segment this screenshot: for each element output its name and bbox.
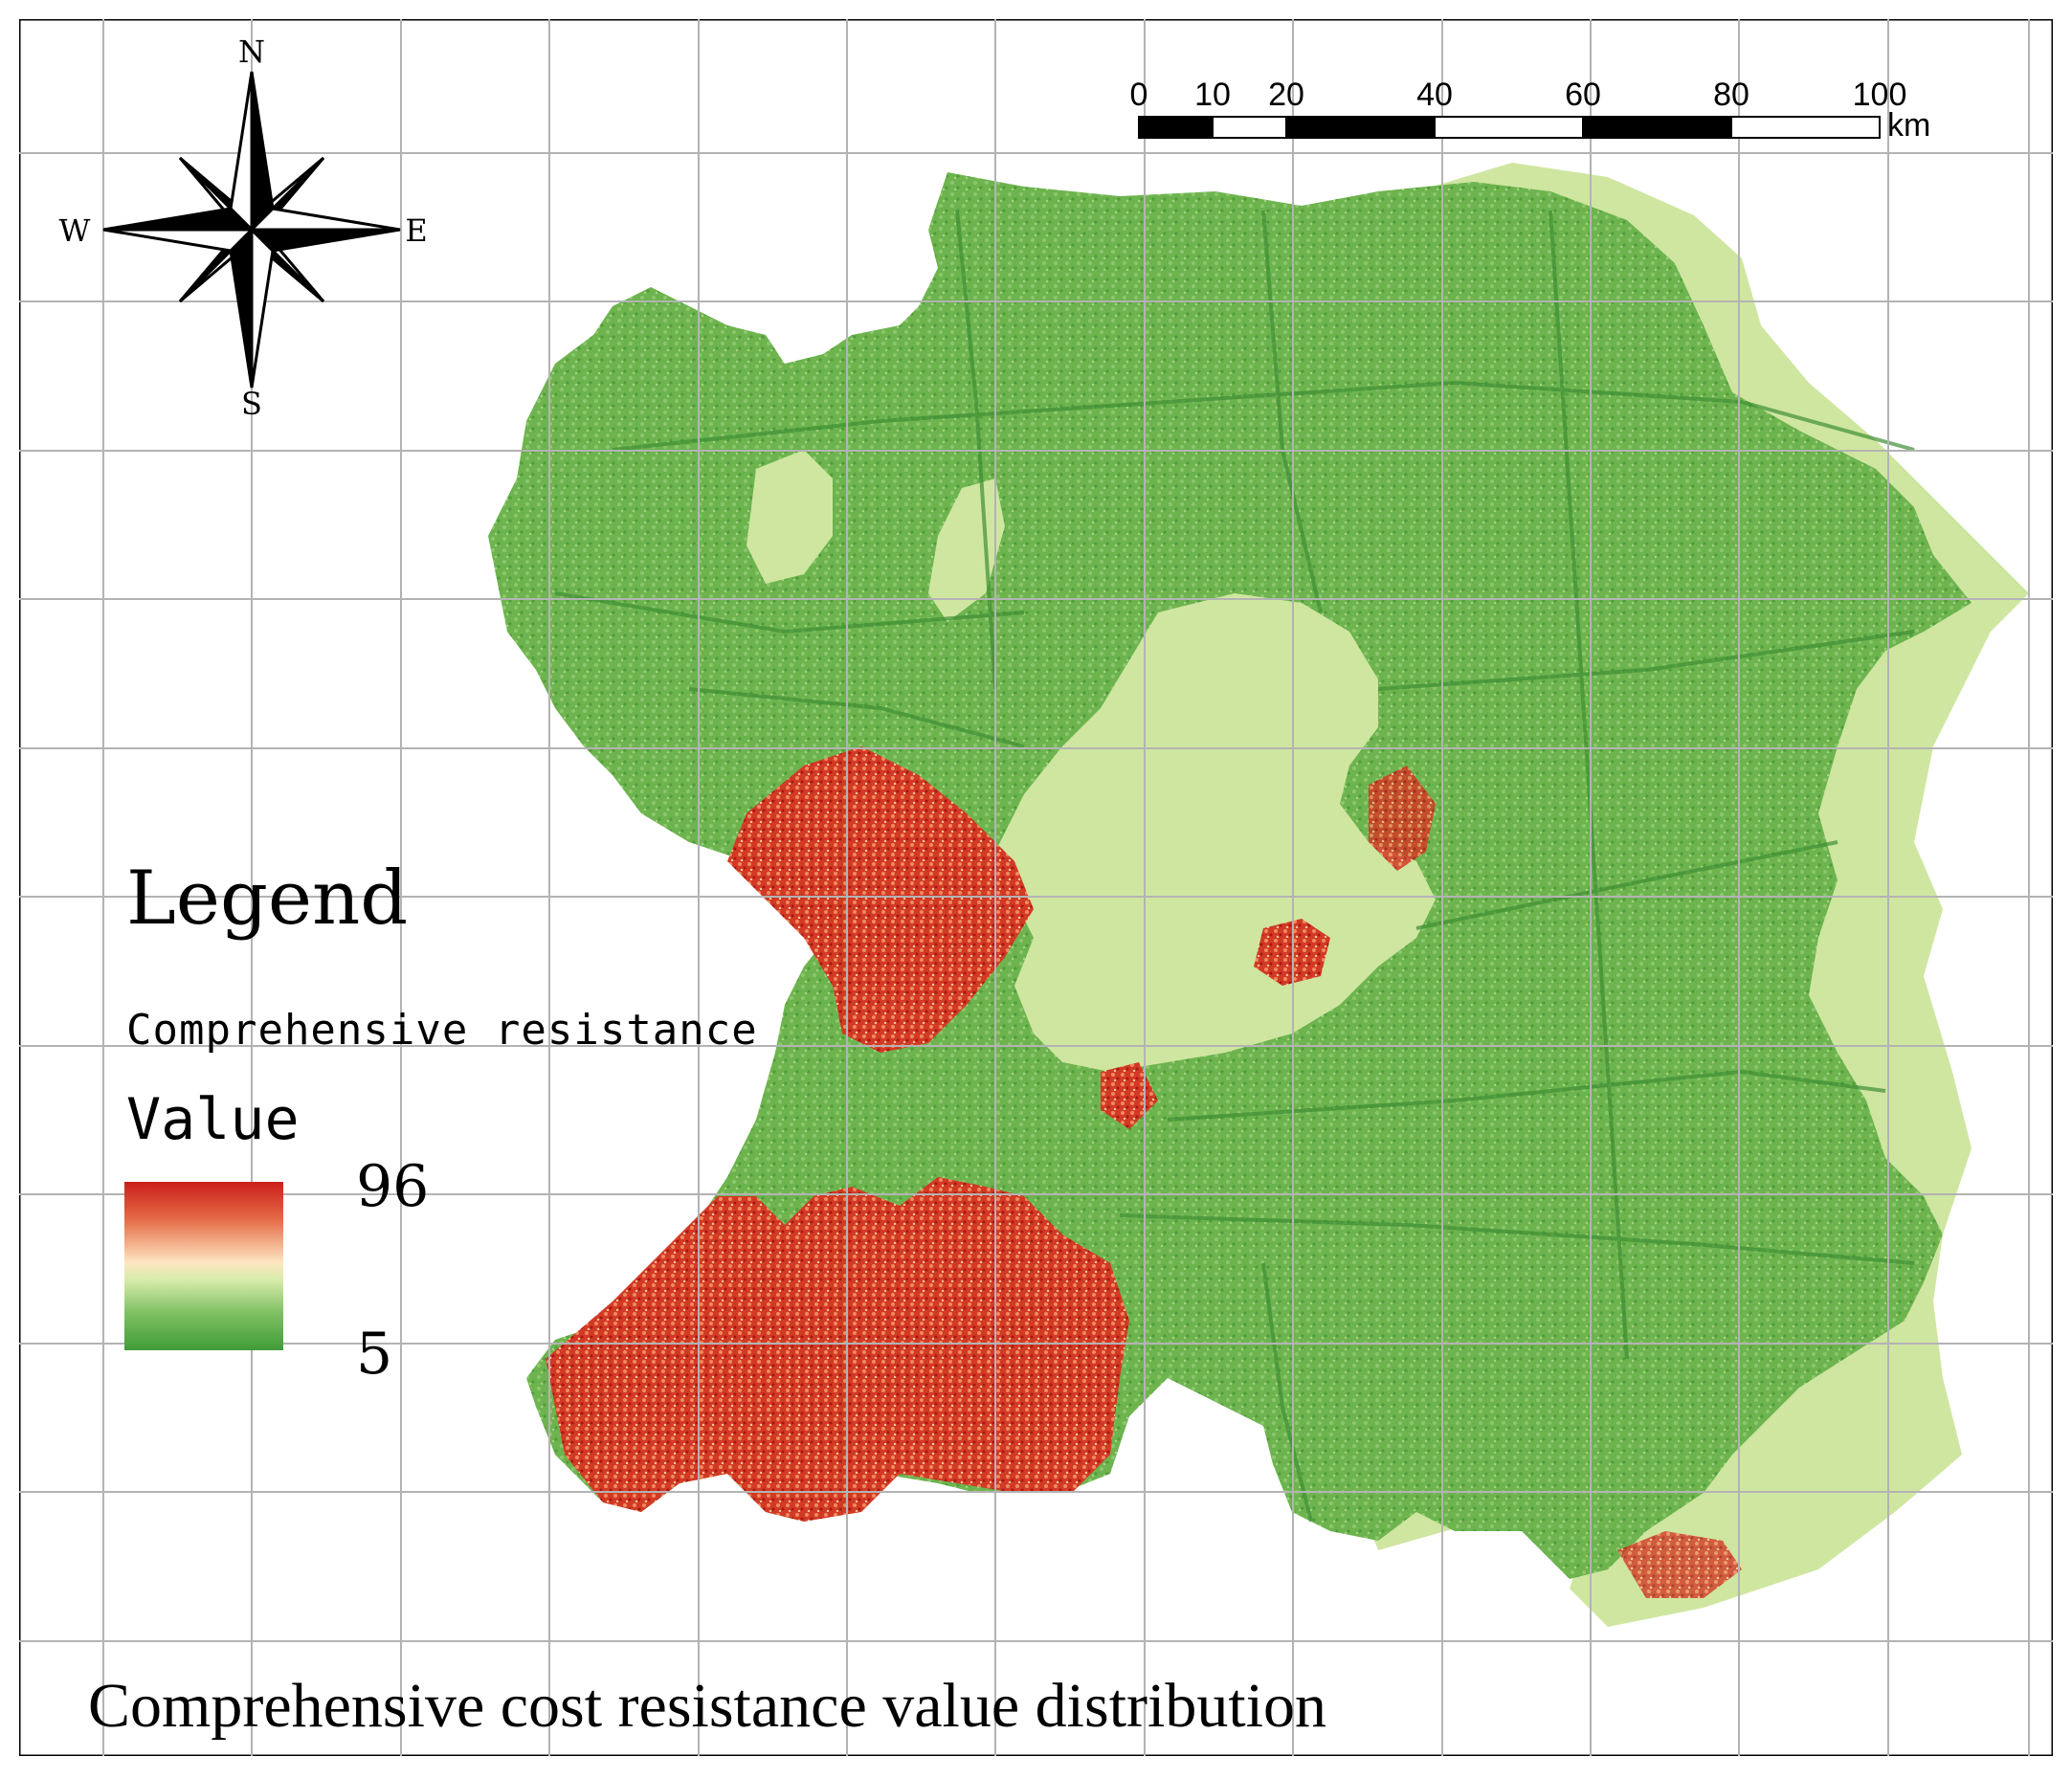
compass-north-label: N — [238, 33, 265, 70]
map-grid — [19, 19, 2053, 1756]
title-band — [21, 1643, 2051, 1754]
road-network — [554, 210, 1915, 1523]
small-lake-west — [746, 450, 833, 584]
scale-bar: 0 10 20 40 60 80 100 km — [1130, 77, 1931, 144]
scale-unit: km — [1887, 107, 1930, 144]
map-title: Comprehensive cost resistance value dist… — [88, 1671, 1327, 1741]
compass-west-label: W — [59, 212, 91, 249]
scale-tick-0: 0 — [1130, 77, 1148, 113]
legend-title: Legend — [126, 856, 409, 942]
legend-color-ramp — [124, 1182, 283, 1350]
compass-rose-icon — [102, 71, 401, 389]
legend-field-name: Value — [126, 1086, 300, 1153]
scale-tick-40: 40 — [1416, 77, 1453, 113]
legend-max-label: 96 — [356, 1153, 430, 1220]
legend-layer-name: Comprehensive resistance — [126, 1006, 758, 1055]
scale-tick-10: 10 — [1194, 77, 1231, 113]
compass-east-label: E — [405, 212, 427, 249]
scale-tick-60: 60 — [1565, 77, 1601, 113]
compass-south-label: S — [241, 386, 262, 422]
high-resistance-hills-west — [727, 746, 1034, 1053]
high-resistance-hills-southwest — [546, 1177, 1129, 1522]
scale-tick-20: 20 — [1268, 77, 1304, 113]
resistance-raster — [488, 163, 2029, 1627]
small-lake-north — [928, 478, 1005, 622]
map-frame: N S W E 0 10 20 40 60 80 100 km Legend C… — [19, 19, 2053, 1756]
high-resistance-patch-east — [1369, 766, 1436, 871]
high-resistance-patch-south — [1617, 1531, 1742, 1598]
scale-tick-100: 100 — [1853, 77, 1907, 113]
legend-min-label: 5 — [356, 1321, 393, 1388]
scale-tick-80: 80 — [1713, 77, 1749, 113]
